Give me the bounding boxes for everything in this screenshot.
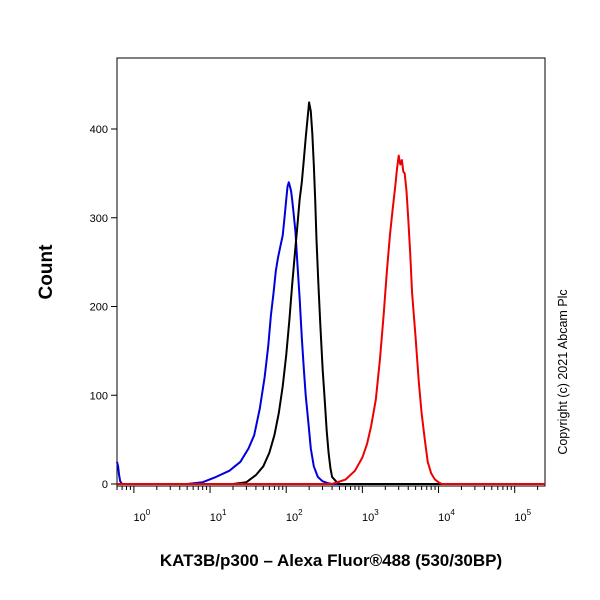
y-axis-ticks: 0 100 200 300 400 [90,124,117,491]
y-tick-label: 0 [102,479,108,491]
histogram-series-1 [116,181,545,485]
y-tick-label: 400 [90,124,108,136]
histogram-series-2 [117,101,545,485]
y-tick-label: 300 [90,213,108,225]
histogram-series-3 [117,154,545,485]
y-axis-label: Count [36,244,57,300]
x-tick-label: 104 [438,508,455,524]
plot-frame [116,57,546,487]
x-tick-label: 105 [514,508,531,524]
x-tick-label: 103 [362,508,379,524]
copyright-text: Copyright (c) 2021 Abcam Plc [556,289,570,454]
x-tick-label: 102 [286,508,303,524]
x-axis-ticks: 100 101 102 103 104 105 [116,486,539,524]
x-tick-label: 100 [134,508,151,524]
y-tick-label: 200 [90,302,108,314]
series-layer [116,101,545,485]
y-tick-label: 100 [90,390,108,402]
x-axis-label: KAT3B/p300 – Alexa Fluor®488 (530/30BP) [160,551,502,570]
x-tick-label: 101 [210,508,227,524]
